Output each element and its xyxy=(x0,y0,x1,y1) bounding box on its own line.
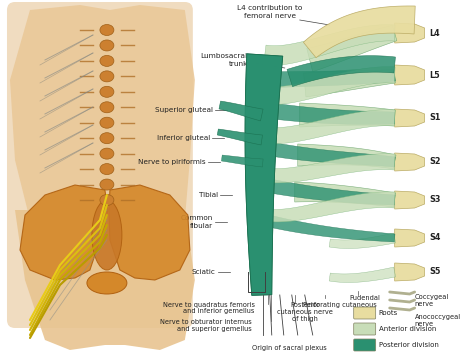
Text: Common
fibular: Common fibular xyxy=(181,215,213,229)
Text: S3: S3 xyxy=(429,196,441,204)
Polygon shape xyxy=(395,65,425,85)
Polygon shape xyxy=(303,6,415,58)
Text: S5: S5 xyxy=(429,268,441,277)
Ellipse shape xyxy=(100,86,114,97)
Polygon shape xyxy=(15,210,195,350)
Polygon shape xyxy=(395,109,425,127)
Text: Nerve to quadratus femoris
and inferior gemellus: Nerve to quadratus femoris and inferior … xyxy=(163,301,255,315)
Text: Lumbosacral
trunk: Lumbosacral trunk xyxy=(201,54,248,66)
Ellipse shape xyxy=(100,55,114,66)
Text: L5: L5 xyxy=(429,71,440,80)
Polygon shape xyxy=(329,233,396,248)
Polygon shape xyxy=(245,54,283,295)
Ellipse shape xyxy=(100,40,114,51)
Text: S4: S4 xyxy=(429,234,441,242)
Polygon shape xyxy=(217,129,263,145)
Text: S2: S2 xyxy=(429,158,441,166)
Polygon shape xyxy=(264,178,395,205)
Polygon shape xyxy=(264,192,395,222)
FancyBboxPatch shape xyxy=(354,323,376,335)
Ellipse shape xyxy=(100,179,114,190)
Ellipse shape xyxy=(87,272,127,294)
Text: Origin of sacral plexus: Origin of sacral plexus xyxy=(252,345,327,351)
Ellipse shape xyxy=(100,117,114,128)
Polygon shape xyxy=(300,103,395,127)
Polygon shape xyxy=(264,69,395,88)
Ellipse shape xyxy=(100,102,114,113)
Polygon shape xyxy=(395,263,425,281)
FancyBboxPatch shape xyxy=(354,307,376,319)
Text: Sciatic: Sciatic xyxy=(192,269,216,275)
Polygon shape xyxy=(10,5,195,255)
Text: S1: S1 xyxy=(429,114,441,122)
Polygon shape xyxy=(395,191,425,209)
Polygon shape xyxy=(264,154,395,183)
Text: Pudendal: Pudendal xyxy=(349,295,380,301)
Ellipse shape xyxy=(100,71,114,82)
Polygon shape xyxy=(221,155,263,167)
Polygon shape xyxy=(264,214,395,242)
Polygon shape xyxy=(395,153,425,171)
Polygon shape xyxy=(245,54,283,295)
Ellipse shape xyxy=(92,200,122,270)
Text: Tibial: Tibial xyxy=(199,192,218,198)
Polygon shape xyxy=(264,25,395,65)
Polygon shape xyxy=(287,56,395,87)
Text: L4 contribution to
femoral nerve: L4 contribution to femoral nerve xyxy=(237,5,302,18)
Text: L4: L4 xyxy=(429,28,440,38)
Polygon shape xyxy=(109,185,190,280)
Polygon shape xyxy=(264,141,395,167)
Text: Perforating cutaneous: Perforating cutaneous xyxy=(303,302,376,308)
Polygon shape xyxy=(395,229,425,247)
Text: Nerve to piriformis: Nerve to piriformis xyxy=(138,159,206,165)
Text: Roots: Roots xyxy=(379,310,398,316)
Polygon shape xyxy=(264,102,395,124)
Text: Anococcygeal
nerve: Anococcygeal nerve xyxy=(415,313,461,327)
FancyBboxPatch shape xyxy=(7,2,193,328)
Text: Anterior division: Anterior division xyxy=(379,326,436,332)
Text: Inferior gluteal: Inferior gluteal xyxy=(156,135,210,141)
Ellipse shape xyxy=(100,164,114,175)
Polygon shape xyxy=(307,25,397,72)
Text: Coccygeal
nerve: Coccygeal nerve xyxy=(415,294,449,306)
Polygon shape xyxy=(295,182,396,207)
Polygon shape xyxy=(264,67,395,104)
Ellipse shape xyxy=(100,133,114,144)
Text: Superior gluteal: Superior gluteal xyxy=(155,107,213,113)
Text: Nerve to obturator internus
and superior gemellus: Nerve to obturator internus and superior… xyxy=(160,318,252,332)
Text: Posterior
cutaneous nerve
of thigh: Posterior cutaneous nerve of thigh xyxy=(277,302,333,322)
FancyBboxPatch shape xyxy=(354,339,376,351)
Polygon shape xyxy=(395,23,425,43)
Text: Posterior division: Posterior division xyxy=(379,342,438,348)
Ellipse shape xyxy=(100,148,114,159)
Polygon shape xyxy=(329,267,396,283)
Polygon shape xyxy=(20,185,108,280)
Polygon shape xyxy=(264,110,395,144)
Ellipse shape xyxy=(100,24,114,36)
Polygon shape xyxy=(298,144,396,169)
Polygon shape xyxy=(303,67,395,97)
Ellipse shape xyxy=(100,195,114,206)
Polygon shape xyxy=(219,101,263,121)
